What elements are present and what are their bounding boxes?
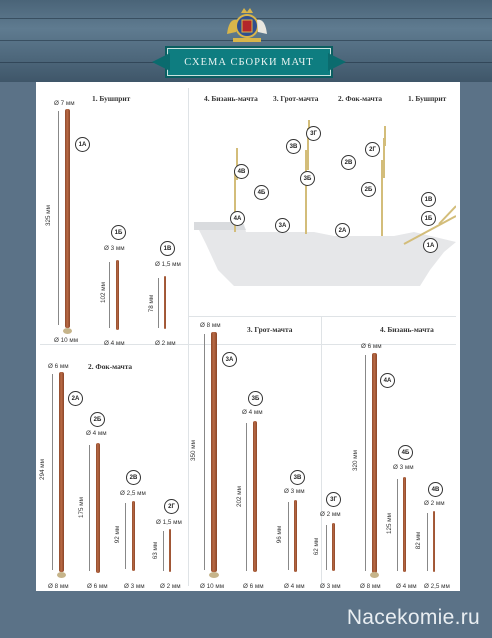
rod-2g-length: 63 мм xyxy=(152,541,160,560)
panel4-title: 4. Бизань-мачта xyxy=(380,325,434,334)
ship-title-bowsprit: 1. Бушприт xyxy=(408,94,447,103)
rod-3a-bottom: Ø 10 мм xyxy=(200,583,225,590)
rod-3v xyxy=(294,500,297,572)
rod-2b-top: Ø 4 мм xyxy=(86,430,107,437)
rod-3g-top: Ø 2 мм xyxy=(320,511,341,518)
header-banner: СХЕМА СБОРКИ МАЧТ xyxy=(167,48,331,76)
rod-1v-top: Ø 1,5 мм xyxy=(155,261,181,268)
panel2-title: 2. Фок-мачта xyxy=(88,362,133,371)
rod-3v-length: 96 мм xyxy=(276,525,284,544)
rod-4v-bottom: Ø 2,5 мм xyxy=(424,583,450,590)
rod-3b-length: 202 мм xyxy=(235,486,243,507)
rod-2v-bottom: Ø 3 мм xyxy=(124,583,145,590)
rod-1v xyxy=(164,276,166,329)
rod-1b-length: 102 мм xyxy=(99,282,107,303)
ship-title-fore: 2. Фок-мачта xyxy=(338,94,383,103)
label-3v: 3В xyxy=(290,470,305,485)
ship-silhouette xyxy=(194,120,456,286)
rod-2a-bottom: Ø 8 мм xyxy=(48,583,69,590)
rod-3a xyxy=(211,332,217,572)
rod-3v-top: Ø 3 мм xyxy=(284,488,305,495)
rod-1v-bottom: Ø 2 мм xyxy=(155,340,176,347)
rod-2g-bottom: Ø 2 мм xyxy=(160,583,181,590)
ship-label-3g: 3Г xyxy=(306,126,321,141)
rod-3g-bottom: Ø 3 мм xyxy=(320,583,341,590)
rod-3b xyxy=(253,421,257,572)
royal-crest-icon xyxy=(227,8,267,42)
rod-3g xyxy=(332,523,335,571)
label-2b: 2Б xyxy=(90,412,105,427)
rod-4a xyxy=(372,353,377,573)
ship-label-2a: 2А xyxy=(335,223,350,238)
panel1-title: 1. Бушприт xyxy=(92,94,131,103)
rod-4a-top: Ø 6 мм xyxy=(361,343,382,350)
watermark: Nacekomie.ru xyxy=(346,606,480,629)
rod-4v-top: Ø 2 мм xyxy=(424,500,445,507)
ship-label-3a: 3А xyxy=(275,218,290,233)
label-4v: 4В xyxy=(428,482,443,497)
label-3b: 3Б xyxy=(248,391,263,406)
rod-2a-top: Ø 6 мм xyxy=(48,363,69,370)
label-1v: 1В xyxy=(160,241,175,256)
rod-2b-bottom: Ø 6 мм xyxy=(87,583,108,590)
ship-label-2b: 2Б xyxy=(361,182,376,197)
ship-label-2v: 2В xyxy=(341,155,356,170)
rod-2b xyxy=(96,443,100,573)
rod-4v xyxy=(433,511,435,572)
assembly-sheet: 1. Бушприт Ø 7 мм 325 мм 1А Ø 10 мм 1Б Ø… xyxy=(36,82,460,591)
rod-4a-bottom: Ø 8 мм xyxy=(360,583,381,590)
rod-4v-length: 82 мм xyxy=(415,531,423,550)
label-3g: 3Г xyxy=(326,492,341,507)
label-1b: 1Б xyxy=(111,225,126,240)
rod-2g xyxy=(169,529,171,572)
label-2a: 2А xyxy=(68,391,83,406)
label-2v: 2В xyxy=(126,470,141,485)
rod-2g-top: Ø 1,5 мм xyxy=(156,519,182,526)
rod-1b-bottom: Ø 4 мм xyxy=(104,340,125,347)
rod-2a xyxy=(59,372,64,572)
panel3-title: 3. Грот-мачта xyxy=(247,325,293,334)
label-3a: 3А xyxy=(222,352,237,367)
label-4a: 4А xyxy=(380,373,395,388)
ship-label-1v: 1В xyxy=(421,192,436,207)
ship-label-4b: 4Б xyxy=(254,185,269,200)
rod-2v-top: Ø 2,5 мм xyxy=(120,490,146,497)
rod-3v-bottom: Ø 4 мм xyxy=(284,583,305,590)
rod-2a-length: 294 мм xyxy=(38,459,46,480)
rod-1a-length: 325 мм xyxy=(44,205,52,226)
ship-label-1b: 1Б xyxy=(421,211,436,226)
ship-label-4a: 4А xyxy=(230,211,245,226)
rod-3a-length: 350 мм xyxy=(189,440,197,461)
rod-4b-length: 125 мм xyxy=(385,513,393,534)
rod-4a-length: 320 мм xyxy=(351,450,359,471)
rod-2v-length: 92 мм xyxy=(114,525,122,544)
ship-label-3v: 3В xyxy=(286,139,301,154)
rod-2b-length: 175 мм xyxy=(77,497,85,518)
rod-1a-bottom: Ø 10 мм xyxy=(54,337,79,344)
label-1a: 1А xyxy=(75,137,90,152)
ship-title-mizzen: 4. Бизань-мачта xyxy=(204,94,258,103)
rod-3a-top: Ø 8 мм xyxy=(200,322,221,329)
rod-2v xyxy=(132,501,135,571)
rod-4b xyxy=(403,477,406,572)
label-4b: 4Б xyxy=(398,445,413,460)
label-2g: 2Г xyxy=(164,499,179,514)
ship-label-1a: 1А xyxy=(423,238,438,253)
rod-4b-top: Ø 3 мм xyxy=(393,464,414,471)
rod-3b-top: Ø 4 мм xyxy=(242,409,263,416)
rod-1b-top: Ø 3 мм xyxy=(104,245,125,252)
rod-4b-bottom: Ø 4 мм xyxy=(396,583,417,590)
rod-1b xyxy=(116,260,119,330)
rod-1a-top: Ø 7 мм xyxy=(54,100,75,107)
ship-label-4v: 4В xyxy=(234,164,249,179)
rod-1v-length: 78 мм xyxy=(148,294,156,313)
rod-1a xyxy=(65,109,70,328)
rod-3b-bottom: Ø 6 мм xyxy=(243,583,264,590)
rod-3g-length: 62 мм xyxy=(313,537,321,556)
ship-label-2g: 2Г xyxy=(365,142,380,157)
ship-title-main: 3. Грот-мачта xyxy=(273,94,319,103)
ship-label-3b: 3Б xyxy=(300,171,315,186)
